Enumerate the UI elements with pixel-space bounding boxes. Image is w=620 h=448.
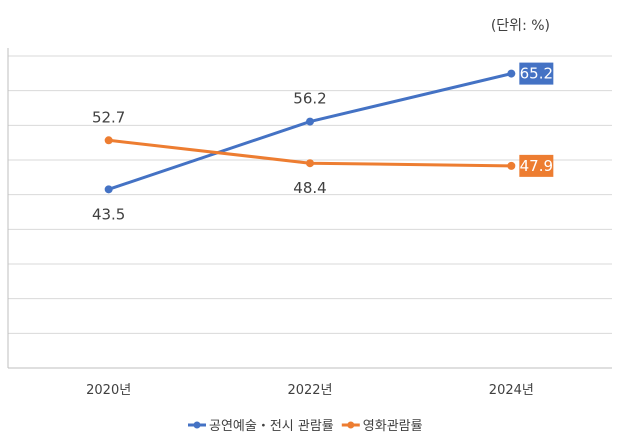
data-point bbox=[104, 185, 113, 194]
data-label: 65.2 bbox=[520, 65, 553, 83]
unit-label: (단위: %) bbox=[491, 18, 550, 34]
gridlines bbox=[8, 55, 612, 369]
data-label: 56.2 bbox=[293, 90, 326, 108]
data-label-box bbox=[519, 62, 554, 85]
data-label: 52.7 bbox=[92, 108, 125, 126]
data-label: 48.4 bbox=[293, 179, 326, 197]
legend-marker bbox=[347, 421, 355, 429]
legend-label: 영화관람률 bbox=[363, 419, 423, 434]
data-label: 43.5 bbox=[92, 205, 125, 223]
data-label: 47.9 bbox=[520, 157, 553, 175]
legend-marker bbox=[193, 421, 201, 429]
legend: 공연예술・전시 관람률 영화관람률 bbox=[188, 419, 423, 434]
data-point bbox=[104, 136, 113, 145]
x-tick-label: 2020년 bbox=[86, 383, 131, 398]
x-tick-label: 2024년 bbox=[489, 383, 534, 398]
data-point bbox=[507, 69, 516, 78]
series-layer: 43.5 56.2 65.2 52.7 48.4 47.9 bbox=[92, 62, 554, 223]
data-point bbox=[507, 161, 516, 170]
legend-label: 공연예술・전시 관람률 bbox=[209, 419, 334, 434]
data-point bbox=[306, 117, 314, 126]
data-point bbox=[306, 159, 314, 168]
data-label-box bbox=[519, 154, 554, 177]
x-tick-label: 2022년 bbox=[287, 383, 332, 398]
x-axis-ticks: 2020년 2022년 2024년 bbox=[86, 383, 534, 398]
